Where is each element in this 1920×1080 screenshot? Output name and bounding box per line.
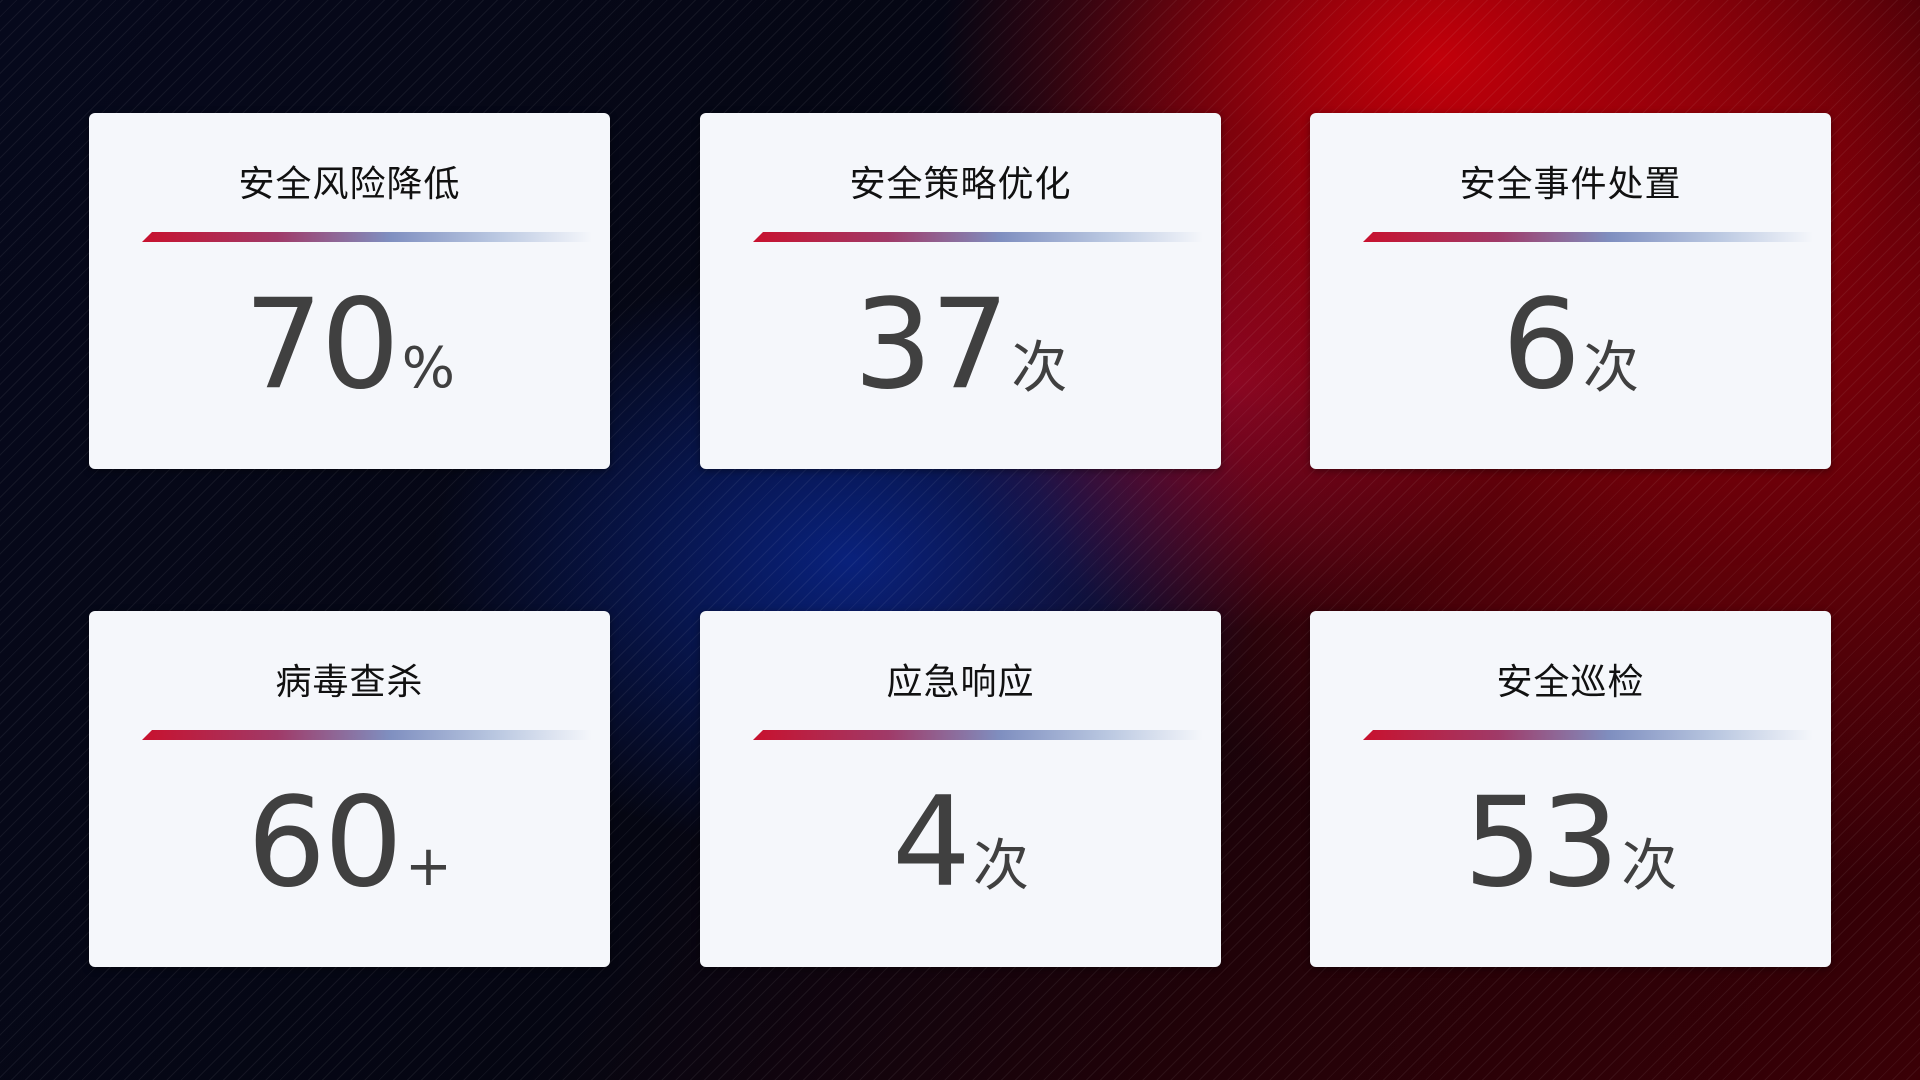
card-title: 安全事件处置 <box>1459 164 1682 205</box>
value-unit: 次 <box>1582 336 1639 401</box>
gradient-divider <box>142 232 592 242</box>
gradient-divider <box>753 232 1203 242</box>
value-number: 4 <box>892 771 971 915</box>
card-value: 53次 <box>1310 771 1831 915</box>
value-number: 6 <box>1502 273 1581 417</box>
card-title: 安全巡检 <box>1496 662 1645 703</box>
stat-card-virus-removal: 病毒查杀 60+ <box>89 611 610 967</box>
value-number: 70 <box>243 273 400 417</box>
value-unit: 次 <box>972 834 1029 899</box>
gradient-divider <box>1363 730 1813 740</box>
card-value: 6次 <box>1310 273 1831 417</box>
card-title: 安全风险降低 <box>238 164 461 205</box>
card-value: 70% <box>89 273 610 417</box>
value-number: 53 <box>1463 771 1620 915</box>
value-unit: % <box>401 336 455 401</box>
stat-card-emergency-response: 应急响应 4次 <box>700 611 1221 967</box>
stat-card-incident-handling: 安全事件处置 6次 <box>1310 113 1831 469</box>
card-title: 安全策略优化 <box>849 164 1072 205</box>
gradient-divider <box>1363 232 1813 242</box>
gradient-divider <box>753 730 1203 740</box>
card-title: 病毒查杀 <box>275 662 424 703</box>
card-value: 60+ <box>89 771 610 915</box>
value-number: 60 <box>247 771 403 915</box>
stat-card-risk-reduction: 安全风险降低 70% <box>89 113 610 469</box>
stat-card-policy-optimization: 安全策略优化 37次 <box>700 113 1221 469</box>
value-unit: 次 <box>1011 336 1068 401</box>
gradient-divider <box>142 730 592 740</box>
card-value: 37次 <box>700 273 1221 417</box>
stat-card-security-inspection: 安全巡检 53次 <box>1310 611 1831 967</box>
value-unit: + <box>404 834 452 899</box>
value-number: 37 <box>853 273 1010 417</box>
value-unit: 次 <box>1621 834 1678 899</box>
card-value: 4次 <box>700 771 1221 915</box>
card-title: 应急响应 <box>886 662 1035 703</box>
